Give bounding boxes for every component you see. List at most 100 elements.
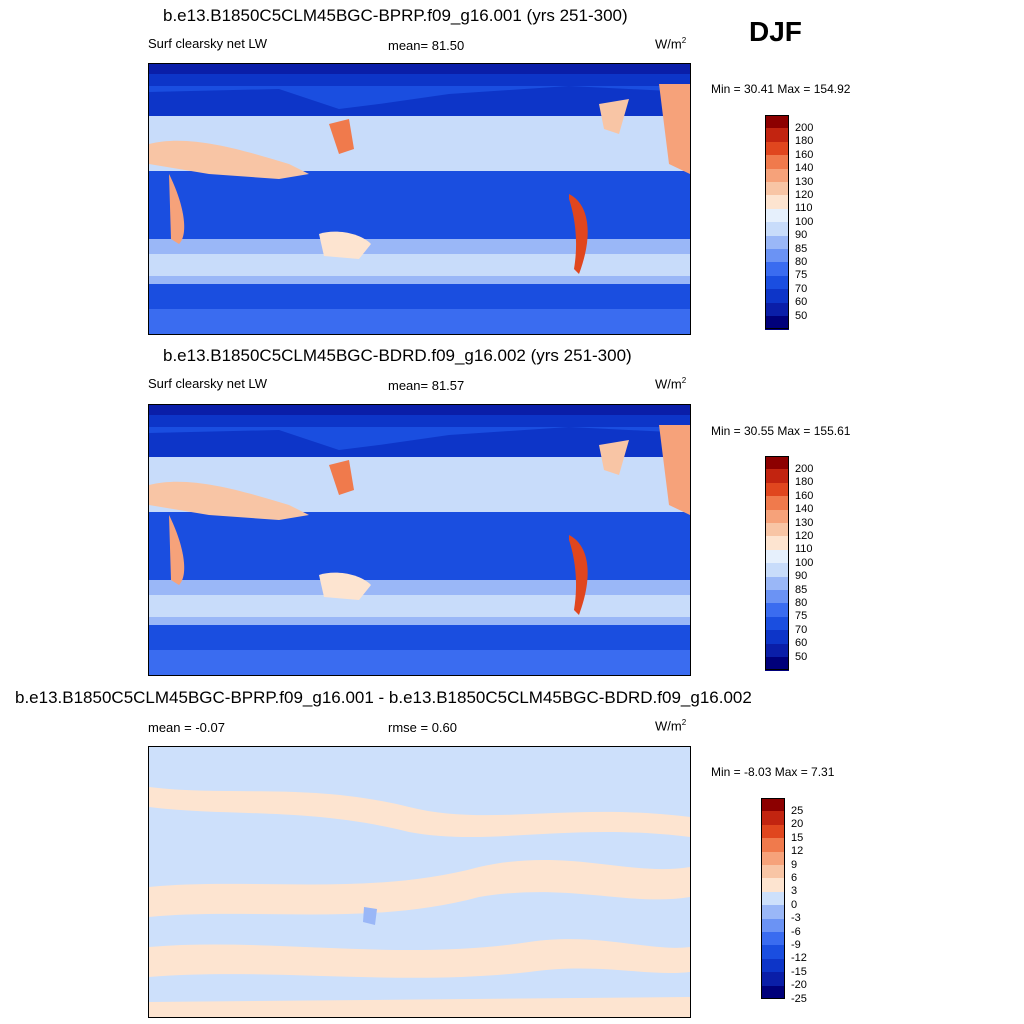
colorbar-tick-label: 100 xyxy=(795,215,814,228)
colorbar-box xyxy=(761,972,785,987)
colorbar-tick-label: 75 xyxy=(795,269,808,282)
colorbar-box xyxy=(765,482,789,497)
panel-3-title: b.e13.B1850C5CLM45BGC-BPRP.f09_g16.001 -… xyxy=(15,688,752,707)
map-antarctic xyxy=(149,650,690,675)
colorbar-box xyxy=(765,469,789,484)
colorbar-tick-label: 140 xyxy=(795,503,814,516)
map-north-atlantic xyxy=(599,99,629,134)
colorbar-tick-label: 200 xyxy=(795,121,814,134)
colorbar-box xyxy=(765,316,789,330)
colorbar-tick-label: 130 xyxy=(795,516,814,529)
colorbar-tick-label: -20 xyxy=(791,979,807,992)
colorbar-box xyxy=(765,168,789,183)
colorbar-box xyxy=(761,851,785,866)
colorbar-tick-label: 180 xyxy=(795,135,814,148)
colorbar-tick-label: 70 xyxy=(795,623,808,636)
colorbar-tick-label: 80 xyxy=(795,596,808,609)
panel-2-map-svg xyxy=(149,405,690,675)
map-australia xyxy=(319,572,371,600)
season-label: DJF xyxy=(749,16,802,47)
diff-sh-band xyxy=(149,939,690,978)
map-sahara-region xyxy=(149,140,309,179)
colorbar-tick-label: 90 xyxy=(795,229,808,242)
map-europe-west xyxy=(659,425,690,515)
colorbar-box xyxy=(765,630,789,645)
colorbar-tick-label: 3 xyxy=(791,885,798,898)
diff-antarctic xyxy=(149,997,690,1017)
colorbar-box xyxy=(765,563,789,578)
colorbar-frame xyxy=(761,798,785,999)
colorbar-box xyxy=(765,195,789,210)
map-australia xyxy=(319,231,371,259)
panel-2-map xyxy=(148,404,691,676)
panel-1-map xyxy=(148,63,691,335)
panel-2-units: W/m2 xyxy=(655,376,687,392)
colorbar-tick-label: 60 xyxy=(795,637,808,650)
colorbar-box xyxy=(761,945,785,960)
colorbar-frame xyxy=(765,456,789,671)
colorbar-tick-label: 15 xyxy=(791,831,804,844)
colorbar-tick-label: 160 xyxy=(795,489,814,502)
colorbar-box xyxy=(765,115,789,129)
map-africa-south xyxy=(169,515,185,585)
colorbar-tick-label: 85 xyxy=(795,242,808,255)
colorbar-tick-label: 75 xyxy=(795,610,808,623)
panel-2-title: b.e13.B1850C5CLM45BGC-BDRD.f09_g16.002 (… xyxy=(163,346,632,365)
colorbar-tick-label: 6 xyxy=(791,871,798,884)
colorbar-tick-label: 200 xyxy=(795,462,814,475)
map-africa-south xyxy=(169,174,185,244)
colorbar-box xyxy=(765,536,789,551)
colorbar-tick-label: 70 xyxy=(795,282,808,295)
colorbar-box xyxy=(761,878,785,893)
colorbar-tick-label: -12 xyxy=(791,952,807,965)
colorbar-box xyxy=(761,891,785,906)
colorbar-tick-label: -9 xyxy=(791,938,801,951)
map-south-america-west xyxy=(569,535,588,615)
colorbar-tick-label: 0 xyxy=(791,898,798,911)
colorbar-box xyxy=(765,235,789,250)
colorbar-box xyxy=(765,249,789,263)
colorbar-box xyxy=(765,302,789,317)
colorbar-tick-label: -6 xyxy=(791,925,801,938)
colorbar-tick-label: -25 xyxy=(791,992,807,1005)
colorbar-frame xyxy=(765,115,789,330)
colorbar-box xyxy=(765,657,789,671)
map-sh-band xyxy=(149,254,690,276)
colorbar-tick-label: 80 xyxy=(795,255,808,268)
colorbar-tick-label: 120 xyxy=(795,529,814,542)
diff-nh-band xyxy=(149,787,690,837)
colorbar-tick-label: 100 xyxy=(795,556,814,569)
colorbar-box xyxy=(761,824,785,839)
colorbar-tick-label: 90 xyxy=(795,570,808,583)
colorbar-tick-label: 12 xyxy=(791,845,804,858)
panel-3-map-svg xyxy=(149,747,690,1017)
panel-2-minmax: Min = 30.55 Max = 155.61 xyxy=(711,424,851,438)
colorbar-box xyxy=(765,275,789,290)
panel-3-rmse-label: rmse = 0.60 xyxy=(388,720,458,735)
colorbar-box xyxy=(765,549,789,564)
map-east-asia xyxy=(329,119,354,154)
colorbar-tick-label: -15 xyxy=(791,965,807,978)
diff-small-negative xyxy=(363,907,377,925)
colorbar-tick-label: 110 xyxy=(795,543,813,556)
colorbar-box xyxy=(761,865,785,879)
colorbar-box xyxy=(765,590,789,604)
map-east-asia xyxy=(329,460,354,495)
map-sh-band xyxy=(149,595,690,617)
colorbar-box xyxy=(761,958,785,973)
panel-1-title: b.e13.B1850C5CLM45BGC-BPRP.f09_g16.001 (… xyxy=(163,6,628,25)
panel-3-minmax: Min = -8.03 Max = 7.31 xyxy=(711,765,835,779)
colorbar-box xyxy=(765,128,789,143)
panel-3-mean-label: mean = -0.07 xyxy=(148,720,225,735)
colorbar-tick-label: 180 xyxy=(795,476,814,489)
map-north-atlantic xyxy=(599,440,629,475)
colorbar-tick-label: 140 xyxy=(795,162,814,175)
colorbar-box xyxy=(761,918,785,933)
colorbar-box xyxy=(761,905,785,920)
colorbar-box xyxy=(765,208,789,223)
panel-1-mean-label: mean= 81.50 xyxy=(388,38,465,53)
map-polar-cap xyxy=(149,64,690,74)
panel-2-mean-label: mean= 81.57 xyxy=(388,378,465,393)
colorbar-box xyxy=(765,222,789,237)
map-nh-continents-cold xyxy=(149,86,690,116)
